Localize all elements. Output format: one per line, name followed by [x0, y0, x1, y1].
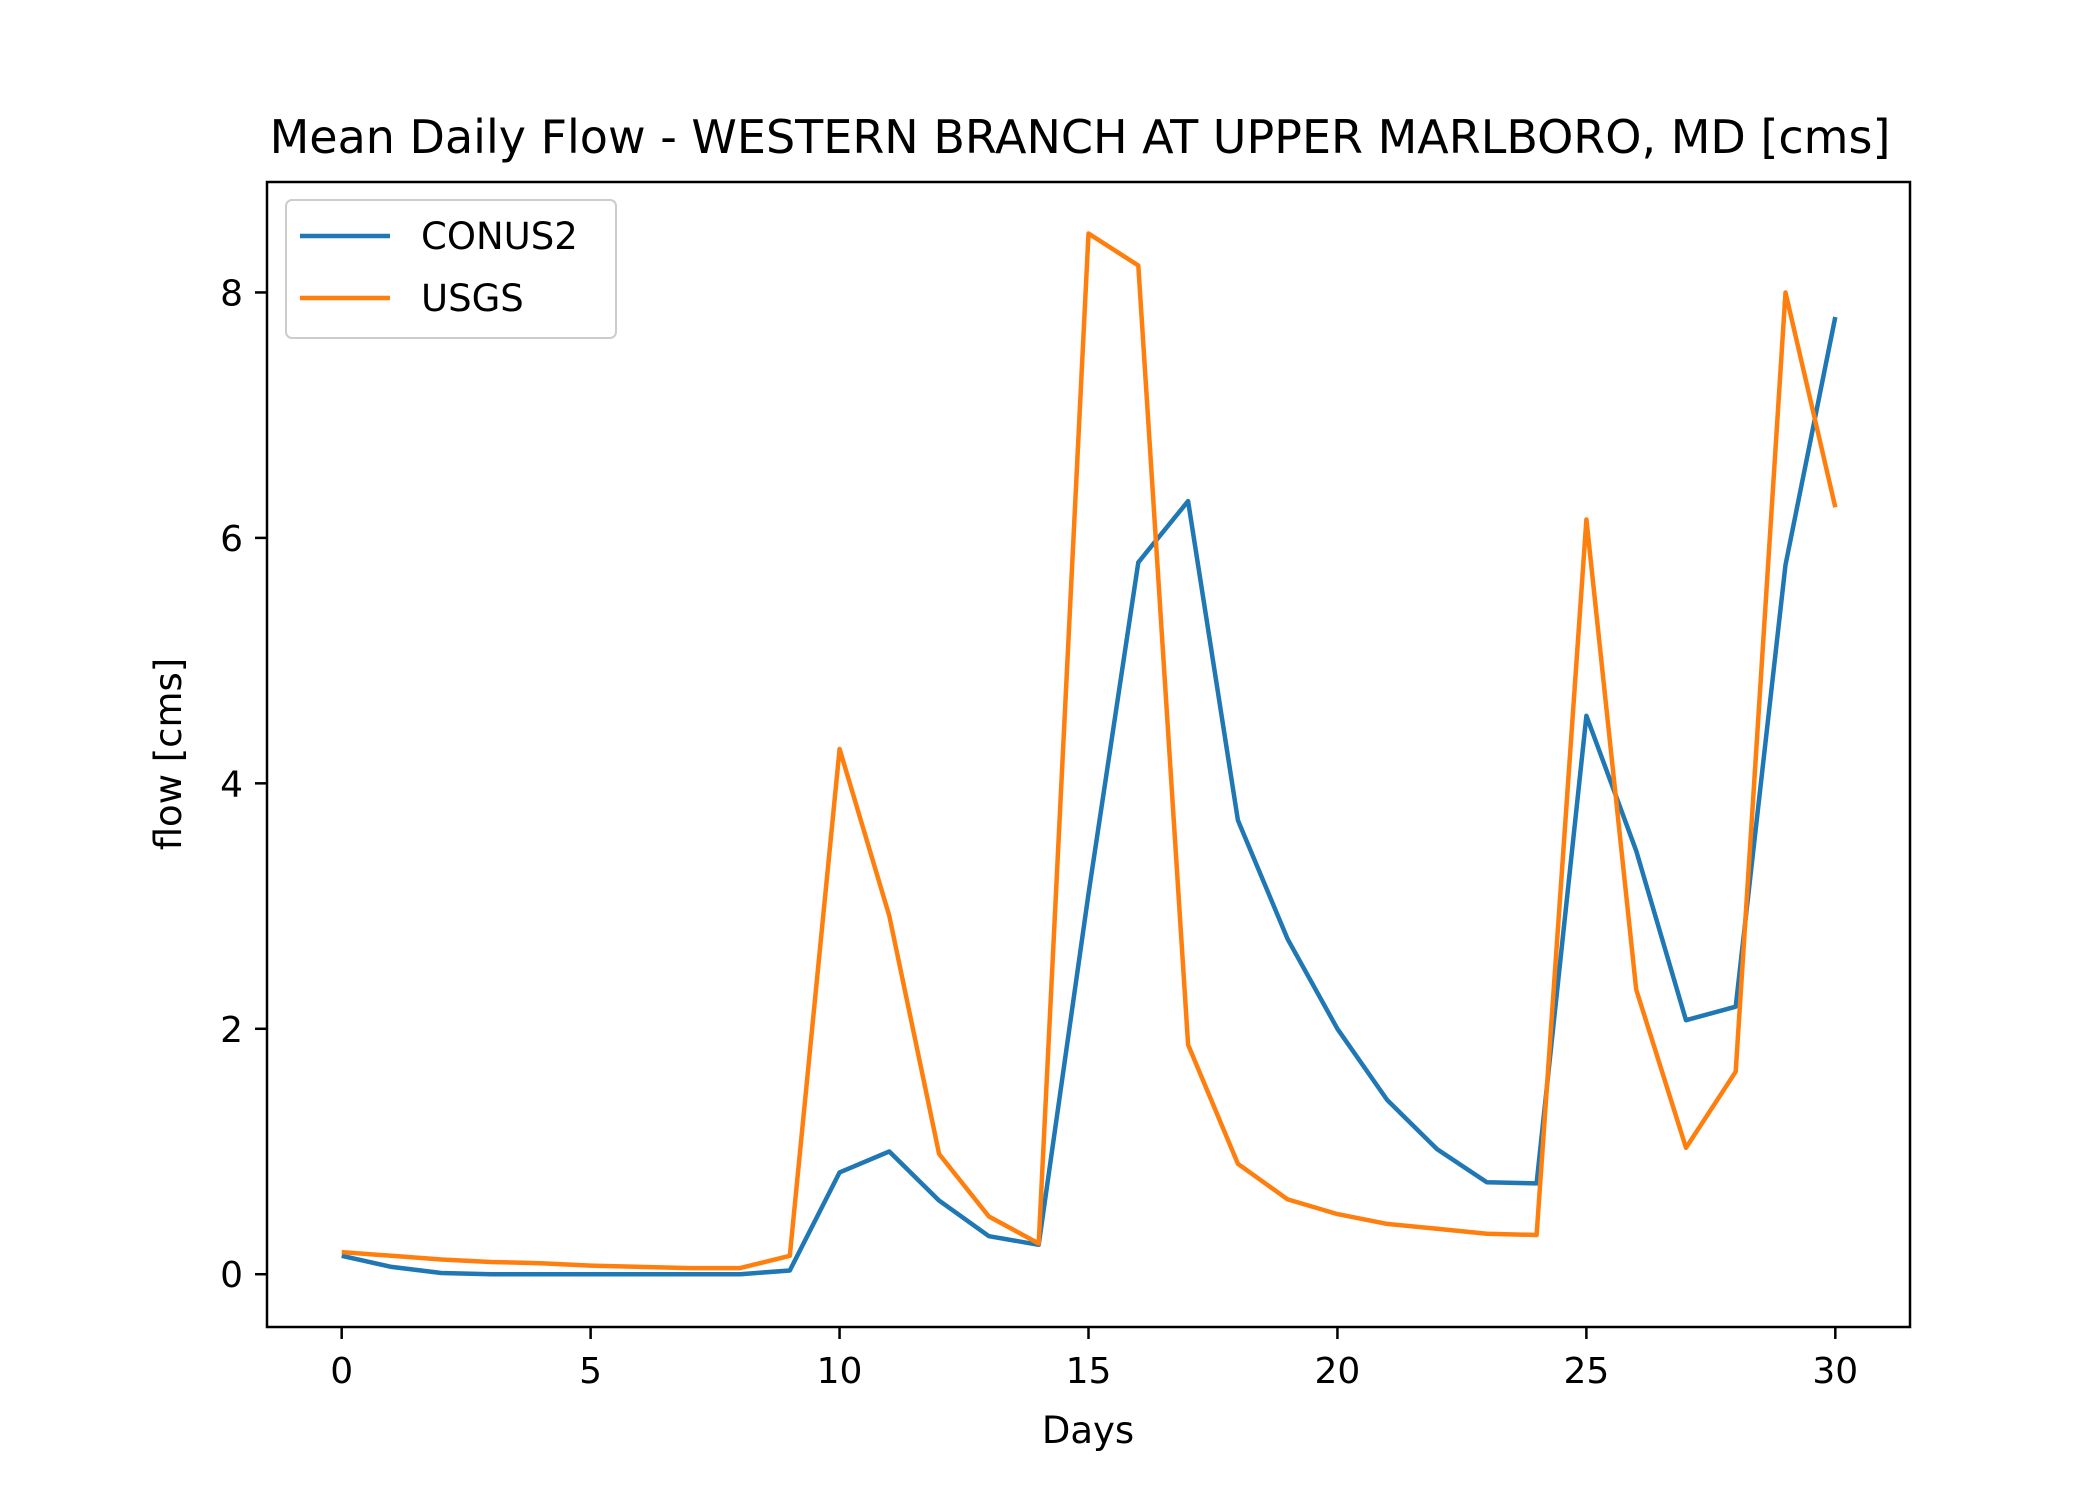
- x-tick-label: 0: [330, 1351, 353, 1392]
- chart-title: Mean Daily Flow - WESTERN BRANCH AT UPPE…: [270, 110, 1891, 164]
- y-tick-label: 4: [220, 764, 243, 805]
- x-axis-label: Days: [1042, 1409, 1134, 1452]
- legend: CONUS2 USGS: [285, 199, 617, 339]
- x-tick-label: 15: [1066, 1351, 1112, 1392]
- x-tick-label: 5: [579, 1351, 602, 1392]
- series-line-usgs: [341, 231, 1838, 1271]
- legend-label-conus2: CONUS2: [421, 215, 578, 258]
- x-tick-label: 25: [1563, 1351, 1609, 1392]
- x-axis: 0 5 10 15 20 25 30: [330, 1327, 1858, 1392]
- y-tick-label: 6: [220, 519, 243, 560]
- plot-area-frame: [265, 180, 1912, 1329]
- y-tick-label: 2: [220, 1010, 243, 1051]
- plot-layer: [341, 231, 1838, 1277]
- y-axis: 0 2 4 6 8: [220, 273, 267, 1296]
- y-tick-label: 8: [220, 273, 243, 314]
- y-axis-label: flow [cms]: [147, 658, 190, 851]
- legend-label-usgs: USGS: [421, 277, 524, 320]
- series-line-conus2: [341, 316, 1838, 1277]
- x-tick-label: 10: [817, 1351, 863, 1392]
- y-tick-label: 0: [220, 1255, 243, 1296]
- x-tick-label: 20: [1315, 1351, 1361, 1392]
- x-tick-label: 30: [1812, 1351, 1858, 1392]
